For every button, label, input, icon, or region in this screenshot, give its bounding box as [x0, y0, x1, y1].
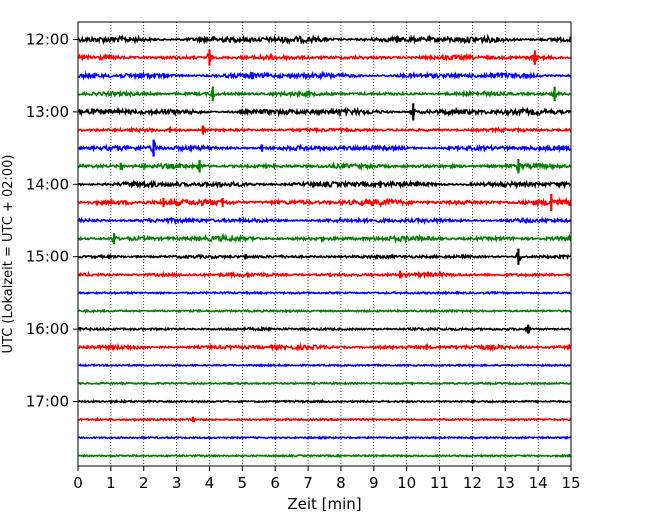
x-tick-label: 13 — [496, 474, 515, 492]
trace-1315 — [77, 125, 572, 135]
trace-1730 — [77, 435, 572, 440]
plot-frame — [77, 21, 572, 467]
y-axis-ticks: 12:00 13:00 14:00 15:00 16:00 17:00 — [26, 31, 78, 411]
trace-1430 — [77, 216, 572, 226]
trace-1330 — [77, 140, 572, 155]
x-tick-label: 3 — [172, 474, 182, 492]
trace-1230 — [77, 70, 572, 81]
x-tick-label: 7 — [303, 474, 313, 492]
trace-1415 — [77, 196, 572, 208]
trace-1645 — [77, 380, 572, 386]
x-tick-label: 6 — [270, 474, 280, 492]
y-tick-label: 15:00 — [26, 248, 69, 266]
trace-1400 — [77, 179, 572, 190]
trace-1745 — [77, 453, 572, 459]
x-axis-ticks: 0 1 2 3 4 5 6 7 8 9 10 11 12 13 14 15 — [73, 466, 581, 492]
trace-1545 — [77, 308, 572, 314]
y-tick-label: 17:00 — [26, 393, 69, 411]
x-tick-label: 9 — [369, 474, 379, 492]
x-tick-label: 8 — [336, 474, 346, 492]
trace-1245 — [77, 88, 572, 99]
trace-1515 — [77, 269, 572, 280]
trace-1630 — [77, 362, 572, 368]
trace-1700 — [77, 398, 572, 405]
trace-1200 — [77, 33, 572, 46]
y-tick-label: 14:00 — [26, 175, 69, 193]
x-tick-label: 0 — [73, 474, 83, 492]
trace-1215 — [77, 51, 572, 63]
x-tick-label: 2 — [139, 474, 149, 492]
y-axis-label: UTC (Lokalzeit = UTC + 02:00) — [1, 155, 16, 354]
trace-1530 — [77, 290, 572, 296]
trace-1500 — [77, 251, 572, 262]
trace-1300 — [77, 106, 572, 118]
x-axis-label: Zeit [min] — [287, 495, 361, 513]
x-tick-label: 15 — [561, 474, 580, 492]
trace-1615 — [77, 342, 572, 353]
x-tick-label: 5 — [238, 474, 248, 492]
x-tick-label: 11 — [430, 474, 449, 492]
y-tick-label: 16:00 — [26, 320, 69, 338]
x-tick-label: 1 — [106, 474, 116, 492]
trace-1715 — [77, 415, 572, 423]
x-tick-label: 14 — [529, 474, 548, 492]
y-tick-label: 13:00 — [26, 103, 69, 121]
minute-grid — [110, 22, 539, 466]
x-tick-label: 10 — [397, 474, 416, 492]
x-tick-label: 4 — [205, 474, 215, 492]
y-tick-label: 12:00 — [26, 31, 69, 49]
trace-1600 — [77, 325, 572, 334]
trace-1345 — [77, 161, 572, 172]
seismic-traces — [77, 33, 572, 459]
x-tick-label: 12 — [463, 474, 482, 492]
trace-1445 — [77, 233, 572, 244]
